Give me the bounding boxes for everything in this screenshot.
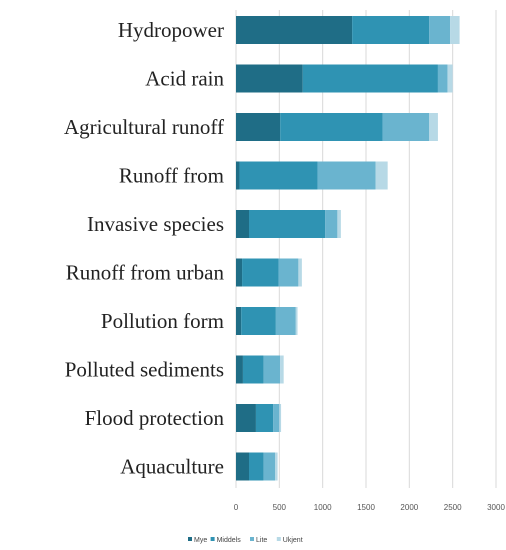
bar-polluted-sediments-ukjent <box>280 355 284 384</box>
bar-runoff-from-middels <box>239 161 318 190</box>
category-label: Invasive species <box>87 212 224 236</box>
bar-aquaculture-ukjent <box>275 452 278 481</box>
legend-label-middels: Middels <box>217 537 242 544</box>
legend-swatch-lite <box>250 537 254 541</box>
bar-invasive-species-lite <box>325 210 338 238</box>
category-label: Agricultural runoff <box>64 115 224 139</box>
x-tick-label: 0 <box>234 503 239 512</box>
x-tick-label: 1500 <box>357 503 375 512</box>
legend: Mye Middels Lite Ukjent <box>188 537 303 544</box>
x-tick-labels: 0 500 1000 1500 2000 2500 3000 <box>234 503 506 512</box>
x-tick-label: 1000 <box>314 503 332 512</box>
bar-invasive-species-middels <box>249 210 326 238</box>
bar-aquaculture-mye <box>236 452 249 481</box>
bar-hydropower-middels <box>352 16 430 44</box>
bar-acid-rain-lite <box>437 64 448 93</box>
bar-acid-rain-mye <box>236 64 303 93</box>
bar-flood-protection-middels <box>255 404 274 432</box>
x-tick-label: 2000 <box>400 503 418 512</box>
bar-polluted-sediments-middels <box>242 355 264 384</box>
x-tick-label: 3000 <box>487 503 505 512</box>
bar-pollution-form-middels <box>241 307 276 335</box>
bar-aquaculture-middels <box>249 452 264 481</box>
bar-pollution-form-mye <box>236 307 242 335</box>
bar-flood-protection-mye <box>236 404 256 432</box>
bar-runoff-from-mye <box>236 161 240 190</box>
category-label: Hydropower <box>118 18 224 42</box>
legend-label-lite: Lite <box>256 537 267 544</box>
category-label: Runoff from urban <box>66 261 225 285</box>
bar-runoff-from-urban-mye <box>236 258 243 287</box>
x-tick-label: 2500 <box>444 503 462 512</box>
category-label: Runoff from <box>119 164 224 188</box>
bar-flood-protection-ukjent <box>279 404 282 432</box>
bar-invasive-species-mye <box>236 210 249 238</box>
bar-aquaculture-lite <box>263 452 275 481</box>
bar-pollution-form-ukjent <box>295 307 298 335</box>
legend-label-mye: Mye <box>194 537 207 544</box>
bar-acid-rain-ukjent <box>447 64 453 93</box>
bar-hydropower-lite <box>429 16 451 44</box>
bar-agricultural-runoff-mye <box>236 113 281 141</box>
category-labels: Hydropower Acid rain Agricultural runoff Ru… <box>64 18 224 479</box>
category-label: Acid rain <box>145 67 224 91</box>
legend-swatch-ukjent <box>276 537 281 541</box>
bar-runoff-from-urban-lite <box>278 258 299 287</box>
bar-polluted-sediments-lite <box>263 355 281 384</box>
bar-pollution-form-lite <box>275 307 296 335</box>
bar-hydropower-ukjent <box>450 16 460 44</box>
bar-runoff-from-urban-ukjent <box>298 258 302 287</box>
bar-flood-protection-lite <box>273 404 280 432</box>
legend-swatch-mye <box>188 537 192 541</box>
bar-agricultural-runoff-lite <box>382 113 430 141</box>
bar-hydropower-mye <box>236 16 353 44</box>
bar-invasive-species-ukjent <box>337 210 341 238</box>
category-label: Flood protection <box>85 406 225 430</box>
x-tick-label: 500 <box>273 503 287 512</box>
bar-agricultural-runoff-middels <box>280 113 383 141</box>
bar-runoff-from-ukjent <box>375 161 388 190</box>
category-label: Aquaculture <box>120 455 224 479</box>
legend-swatch-middels <box>210 537 215 541</box>
bar-acid-rain-middels <box>302 64 438 93</box>
bar-runoff-from-urban-middels <box>242 258 279 287</box>
bars <box>236 16 460 481</box>
category-label: Polluted sediments <box>65 358 224 382</box>
bar-polluted-sediments-mye <box>236 355 243 384</box>
bar-runoff-from-lite <box>317 161 376 190</box>
category-label: Pollution form <box>101 309 224 333</box>
bar-agricultural-runoff-ukjent <box>429 113 438 141</box>
legend-label-ukjent: Ukjent <box>283 537 303 544</box>
